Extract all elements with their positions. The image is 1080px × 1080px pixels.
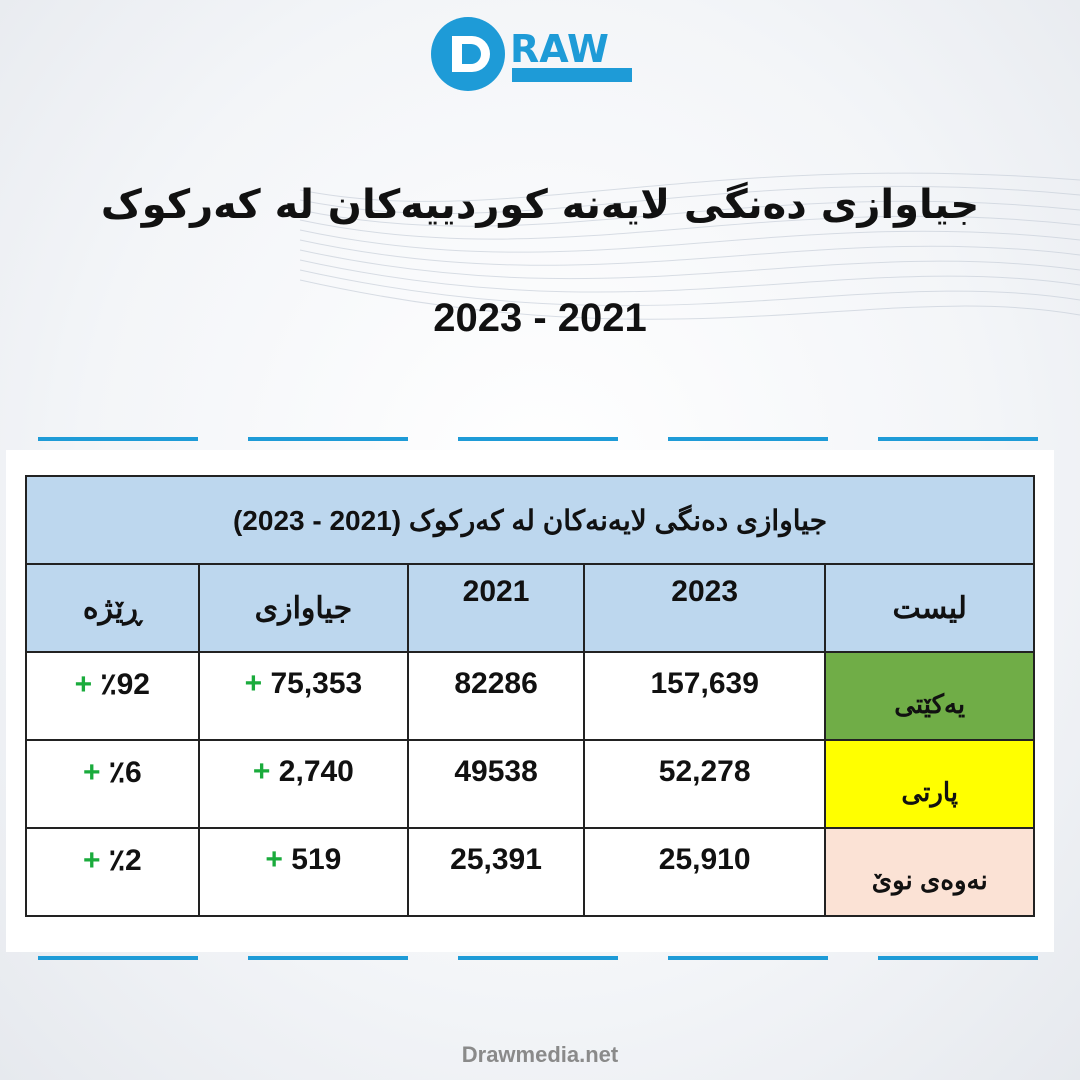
ratio-cell: + ٪92	[25, 651, 200, 741]
diff-value: 2,740	[278, 755, 354, 788]
table-caption: جیاوازی دەنگی لایەنەکان لە کەرکوک (2021 …	[25, 475, 1035, 565]
header-ratio: ڕێژە	[25, 563, 200, 653]
votes-2021: 25,391	[407, 827, 585, 917]
ratio-cell: + ٪6	[25, 739, 200, 829]
plus-sign: +	[265, 843, 283, 876]
header-diff: جیاوازی	[197, 563, 410, 653]
votes-2023: 25,910	[582, 827, 827, 917]
diff-value: 75,353	[270, 667, 363, 700]
divider	[668, 437, 828, 441]
year-range: 2023 - 2021	[433, 296, 647, 340]
party-name: یەکێتی	[824, 651, 1035, 741]
party-name: پارتی	[824, 739, 1035, 829]
divider	[248, 437, 408, 441]
main-title: جیاوازی دەنگی لایەنە کوردییەکان لە کەرکو…	[100, 182, 980, 228]
votes-2021: 82286	[407, 651, 585, 741]
ratio-value: ٪92	[100, 668, 150, 701]
divider	[878, 437, 1038, 441]
diff-value: 519	[291, 843, 342, 876]
draw-logo: RAW	[430, 14, 640, 94]
diff-cell: + 519	[197, 827, 410, 917]
footer-website: Drawmedia.net	[461, 1042, 619, 1067]
divider	[38, 956, 198, 960]
divider	[458, 437, 618, 441]
divider	[878, 956, 1038, 960]
table-row: + ٪2 + 519 25,391 25,910 نەوەی نوێ	[25, 827, 1035, 917]
plus-sign: +	[82, 756, 101, 789]
ratio-value: ٪2	[108, 844, 142, 877]
diff-cell: + 75,353	[197, 651, 410, 741]
header-2023: 2023	[582, 563, 827, 653]
diff-cell: + 2,740	[197, 739, 410, 829]
svg-text:RAW: RAW	[510, 27, 609, 71]
divider	[248, 956, 408, 960]
plus-sign: +	[252, 755, 271, 788]
header-list: لیست	[824, 563, 1035, 653]
plus-sign: +	[82, 844, 101, 877]
plus-sign: +	[244, 667, 263, 700]
table-row: + ٪6 + 2,740 49538 52,278 پارتی	[25, 739, 1035, 829]
ratio-cell: + ٪2	[25, 827, 200, 917]
votes-2023: 157,639	[582, 651, 827, 741]
votes-2023: 52,278	[582, 739, 827, 829]
divider	[38, 437, 198, 441]
plus-sign: +	[74, 668, 93, 701]
votes-2021: 49538	[407, 739, 585, 829]
divider	[458, 956, 618, 960]
divider	[668, 956, 828, 960]
header-2021: 2021	[407, 563, 585, 653]
ratio-value: ٪6	[108, 756, 142, 789]
votes-table: جیاوازی دەنگی لایەنەکان لە کەرکوک (2021 …	[25, 475, 1035, 917]
background-waves	[299, 172, 1080, 320]
table-row: + ٪92 + 75,353 82286 157,639 یەکێتی	[25, 651, 1035, 741]
party-name: نەوەی نوێ	[824, 827, 1035, 917]
